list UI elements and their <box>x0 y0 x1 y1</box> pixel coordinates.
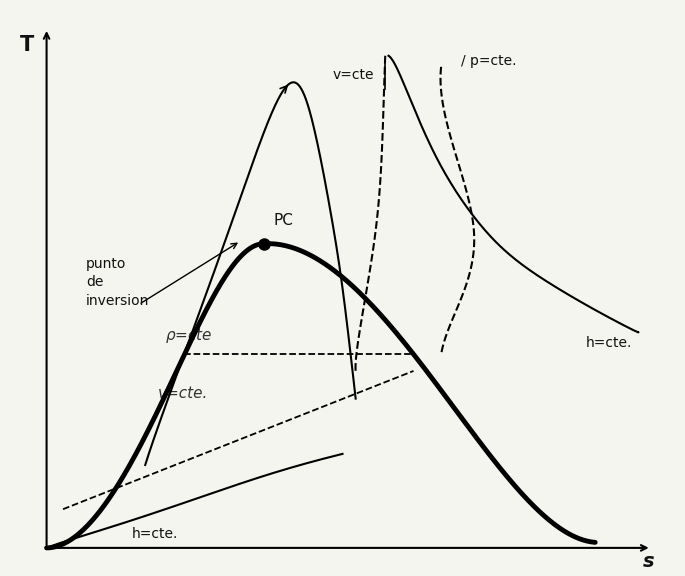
Text: PC: PC <box>273 213 293 228</box>
Text: punto
de
inversion: punto de inversion <box>86 257 149 308</box>
Text: / p=cte.: / p=cte. <box>461 54 516 69</box>
Text: v=cte.: v=cte. <box>158 385 209 400</box>
Text: h=cte.: h=cte. <box>586 336 632 350</box>
Text: s: s <box>643 552 654 571</box>
Text: $\rho$=cte: $\rho$=cte <box>165 325 212 344</box>
Text: h=cte.: h=cte. <box>132 527 179 541</box>
Text: T: T <box>20 35 34 55</box>
Text: v=cte: v=cte <box>333 68 374 82</box>
